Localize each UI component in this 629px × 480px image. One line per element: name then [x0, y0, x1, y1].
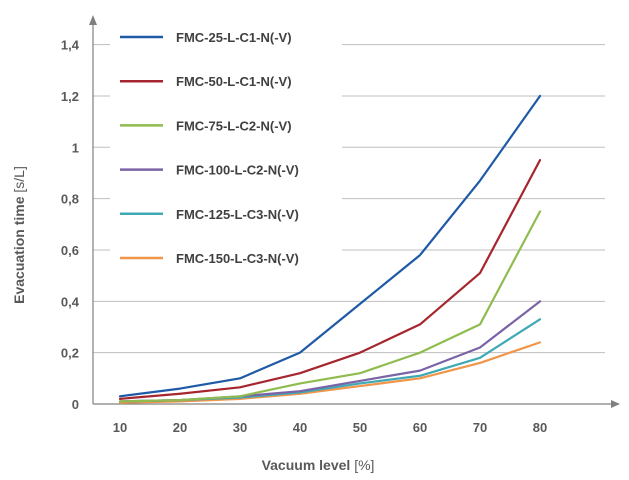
series-line — [118, 94, 542, 398]
x-tick-label: 10 — [113, 420, 127, 435]
x-tick-label: 70 — [473, 420, 487, 435]
y-tick-label: 0,6 — [61, 243, 79, 258]
legend-label: FMC-50-L-C1-N(-V) — [176, 74, 292, 89]
y-tick-label: 0 — [72, 397, 79, 412]
series-lines — [118, 94, 542, 404]
y-tick-label: 0,4 — [61, 294, 80, 309]
axes — [89, 15, 620, 408]
y-tick-label: 1,4 — [61, 38, 80, 53]
series-line — [118, 210, 542, 403]
legend: FMC-25-L-C1-N(-V) FMC-50-L-C1-N(-V) FMC-75… — [110, 22, 342, 280]
y-tick-label: 0,2 — [61, 346, 79, 361]
series-line — [118, 300, 542, 403]
series-line — [118, 341, 542, 404]
x-tick-label: 40 — [293, 420, 307, 435]
legend-background — [110, 22, 342, 280]
legend-label: FMC-125-L-C3-N(-V) — [176, 207, 299, 222]
x-axis-title: Vacuum level [%] — [262, 457, 375, 473]
y-tick-label: 1 — [72, 140, 79, 155]
legend-label: FMC-75-L-C2-N(-V) — [176, 118, 292, 133]
legend-label: FMC-150-L-C3-N(-V) — [176, 251, 299, 266]
legend-label: FMC-25-L-C1-N(-V) — [176, 30, 292, 45]
y-axis-title: Evacuation time [s/L] — [11, 166, 27, 304]
x-tick-label: 80 — [533, 420, 547, 435]
y-tick-label: 0,8 — [61, 192, 79, 207]
legend-label: FMC-100-L-C2-N(-V) — [176, 163, 299, 178]
x-tick-label: 50 — [353, 420, 367, 435]
tick-labels: 0 0,2 0,4 0,6 0,8 1 1,2 1,4 10 20 30 40 50 60 70 80 — [61, 38, 547, 435]
x-tick-label: 30 — [233, 420, 247, 435]
series-line — [118, 159, 542, 400]
x-axis-arrow-icon — [611, 400, 620, 408]
x-tick-label: 20 — [173, 420, 187, 435]
y-tick-label: 1,2 — [61, 89, 79, 104]
x-tick-label: 60 — [413, 420, 427, 435]
y-axis-arrow-icon — [89, 15, 97, 25]
